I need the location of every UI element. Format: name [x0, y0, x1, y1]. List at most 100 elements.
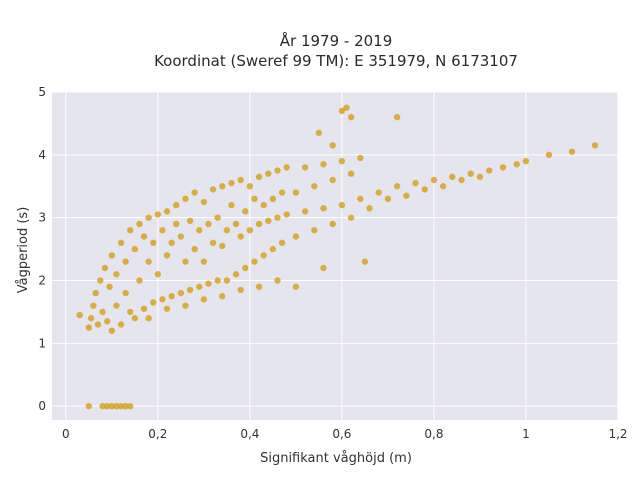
data-point: [228, 201, 235, 209]
data-point: [242, 264, 249, 272]
data-point: [108, 252, 116, 259]
data-point: [338, 157, 346, 165]
data-point: [191, 245, 198, 253]
data-point: [315, 129, 323, 137]
data-point: [403, 192, 410, 199]
data-point: [251, 258, 258, 265]
data-point: [92, 289, 99, 297]
data-point: [196, 227, 203, 234]
data-point: [458, 176, 465, 184]
data-point: [122, 258, 129, 265]
data-point: [150, 239, 157, 247]
data-point: [106, 283, 113, 290]
data-point: [140, 305, 148, 312]
data-point: [85, 324, 93, 331]
data-point: [255, 173, 263, 181]
data-point: [214, 214, 221, 221]
data-point: [108, 402, 116, 410]
data-point: [251, 195, 258, 203]
data-point: [168, 293, 175, 300]
data-point: [255, 220, 263, 228]
x-tick-label: 1: [522, 427, 530, 441]
data-point: [186, 217, 194, 225]
x-axis-title: Signifikant våghöjd (m): [260, 451, 412, 466]
data-point: [274, 277, 281, 284]
data-point: [347, 170, 355, 177]
data-point: [113, 302, 120, 309]
data-point: [186, 286, 194, 294]
data-point: [177, 289, 185, 297]
data-point: [173, 201, 180, 209]
data-point: [223, 227, 231, 234]
data-point: [205, 280, 212, 287]
data-point: [283, 211, 290, 218]
data-point: [269, 195, 277, 203]
data-point: [182, 302, 189, 309]
data-point: [449, 173, 456, 181]
data-point: [209, 186, 217, 193]
data-point: [232, 271, 240, 278]
data-point: [122, 402, 129, 410]
data-point: [223, 277, 231, 284]
data-point: [393, 113, 401, 121]
data-point: [127, 227, 134, 234]
data-point: [421, 186, 428, 193]
x-tick-label: 0,8: [424, 427, 443, 441]
data-point: [246, 227, 254, 234]
data-point: [99, 308, 106, 316]
data-point: [320, 161, 327, 168]
data-point: [338, 201, 346, 209]
data-point: [301, 208, 309, 215]
data-point: [232, 220, 240, 228]
data-point: [499, 164, 507, 171]
data-point: [237, 176, 244, 184]
x-tick-label: 0,6: [332, 427, 351, 441]
data-point: [219, 242, 226, 250]
data-point: [117, 402, 125, 410]
data-point: [219, 183, 226, 190]
data-point: [430, 176, 438, 184]
data-point: [237, 286, 244, 294]
data-point: [200, 258, 208, 265]
data-point: [182, 258, 189, 265]
data-point: [439, 183, 447, 190]
data-point: [242, 208, 249, 215]
y-axis-ticks: 0 1 2 3 4 5: [38, 85, 46, 413]
data-point: [320, 264, 327, 272]
data-point: [237, 233, 244, 240]
data-point: [200, 296, 208, 303]
data-point: [154, 271, 162, 278]
data-point: [163, 305, 171, 312]
data-point: [159, 296, 166, 303]
data-point: [301, 164, 309, 171]
data-point: [145, 315, 152, 322]
data-point: [90, 302, 97, 309]
y-tick-label: 1: [38, 336, 46, 350]
data-point: [476, 173, 484, 181]
data-point: [94, 321, 102, 328]
data-point: [357, 195, 364, 203]
data-point: [485, 167, 493, 174]
data-point: [99, 402, 106, 410]
data-point: [467, 170, 474, 177]
data-point: [522, 157, 530, 165]
data-point: [338, 107, 346, 115]
data-point: [97, 277, 104, 284]
chart-title-line2: Koordinat (Sweref 99 TM): E 351979, N 61…: [154, 52, 518, 70]
data-point: [246, 183, 254, 190]
y-tick-label: 0: [38, 399, 46, 413]
data-point: [292, 283, 300, 290]
x-axis-ticks: 0 0,2 0,4 0,6 0,8 1 1,2: [62, 427, 628, 441]
data-point: [366, 205, 373, 212]
x-tick-label: 0,2: [148, 427, 167, 441]
data-point: [196, 283, 203, 290]
data-point: [274, 214, 281, 221]
data-point: [255, 283, 263, 290]
data-point: [329, 220, 336, 228]
data-point: [265, 217, 272, 225]
data-point: [104, 318, 111, 325]
x-tick-label: 0,4: [240, 427, 259, 441]
data-point: [209, 239, 217, 247]
data-point: [150, 299, 157, 306]
chart-title-line1: År 1979 - 2019: [280, 31, 393, 50]
